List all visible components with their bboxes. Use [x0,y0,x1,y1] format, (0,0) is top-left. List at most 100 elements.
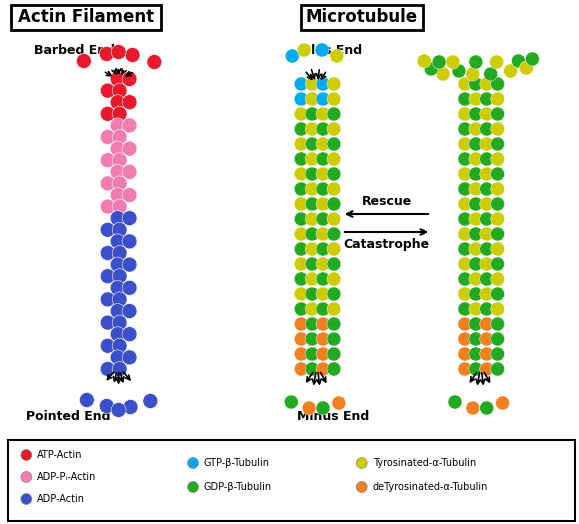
Circle shape [480,107,494,121]
Circle shape [122,95,137,110]
Circle shape [480,152,494,166]
Circle shape [316,182,330,196]
Circle shape [469,362,483,376]
Circle shape [327,167,341,181]
Circle shape [294,272,308,286]
Circle shape [480,137,494,151]
Circle shape [294,182,308,196]
Circle shape [480,272,494,286]
Text: Tyrosinated-α-Tubulin: Tyrosinated-α-Tubulin [373,458,476,468]
Text: deTyrosinated-α-Tubulin: deTyrosinated-α-Tubulin [373,482,488,492]
Circle shape [316,272,330,286]
Circle shape [327,107,341,121]
Circle shape [452,64,466,78]
Text: GTP-β-Tubulin: GTP-β-Tubulin [204,458,270,468]
Circle shape [327,182,341,196]
Circle shape [100,83,115,98]
Circle shape [458,137,472,151]
Circle shape [480,167,494,181]
Circle shape [305,197,319,211]
Circle shape [143,394,158,409]
Circle shape [490,317,504,331]
Circle shape [483,67,497,81]
Circle shape [480,242,494,256]
Circle shape [305,287,319,301]
Circle shape [112,129,127,145]
Circle shape [490,332,504,346]
Circle shape [110,303,125,319]
Circle shape [327,332,341,346]
Circle shape [327,272,341,286]
Circle shape [122,234,137,249]
Circle shape [122,280,137,296]
Circle shape [458,77,472,91]
Circle shape [285,49,299,63]
Circle shape [294,317,308,331]
Circle shape [504,64,518,78]
Circle shape [490,302,504,316]
Circle shape [458,212,472,226]
Circle shape [110,234,125,249]
Circle shape [316,122,330,136]
FancyBboxPatch shape [11,5,161,29]
Circle shape [480,401,494,415]
Circle shape [111,45,126,60]
Circle shape [327,317,341,331]
Circle shape [458,242,472,256]
Circle shape [480,92,494,106]
Circle shape [458,257,472,271]
Circle shape [458,167,472,181]
Text: Microtubule: Microtubule [306,8,418,26]
Circle shape [316,362,330,376]
Text: Catastrophe: Catastrophe [343,238,430,251]
Circle shape [316,167,330,181]
Circle shape [490,107,504,121]
Circle shape [480,197,494,211]
Circle shape [448,395,462,409]
Circle shape [458,152,472,166]
Circle shape [294,347,308,361]
Text: Rescue: Rescue [361,195,412,208]
Circle shape [480,212,494,226]
Circle shape [490,167,504,181]
Circle shape [305,167,319,181]
Circle shape [480,77,494,91]
Circle shape [315,43,329,57]
Circle shape [284,395,298,409]
Circle shape [294,302,308,316]
Circle shape [327,302,341,316]
Circle shape [316,401,330,415]
Circle shape [490,182,504,196]
Circle shape [511,54,525,68]
Circle shape [188,482,199,493]
Circle shape [446,55,460,69]
Circle shape [21,450,32,461]
Circle shape [327,77,341,91]
Circle shape [480,317,494,331]
Circle shape [305,107,319,121]
Circle shape [469,272,483,286]
Circle shape [110,118,125,133]
Circle shape [469,77,483,91]
Circle shape [480,182,494,196]
Circle shape [316,227,330,241]
Circle shape [110,257,125,272]
Circle shape [305,302,319,316]
Circle shape [110,71,125,86]
Circle shape [111,402,126,418]
Circle shape [294,257,308,271]
Circle shape [100,222,115,237]
Circle shape [112,199,127,214]
Circle shape [480,302,494,316]
Circle shape [110,280,125,296]
Circle shape [469,317,483,331]
Circle shape [327,212,341,226]
Circle shape [490,272,504,286]
Circle shape [316,332,330,346]
Circle shape [305,137,319,151]
Circle shape [112,269,127,283]
Circle shape [469,152,483,166]
Circle shape [327,227,341,241]
Circle shape [490,242,504,256]
Circle shape [480,332,494,346]
